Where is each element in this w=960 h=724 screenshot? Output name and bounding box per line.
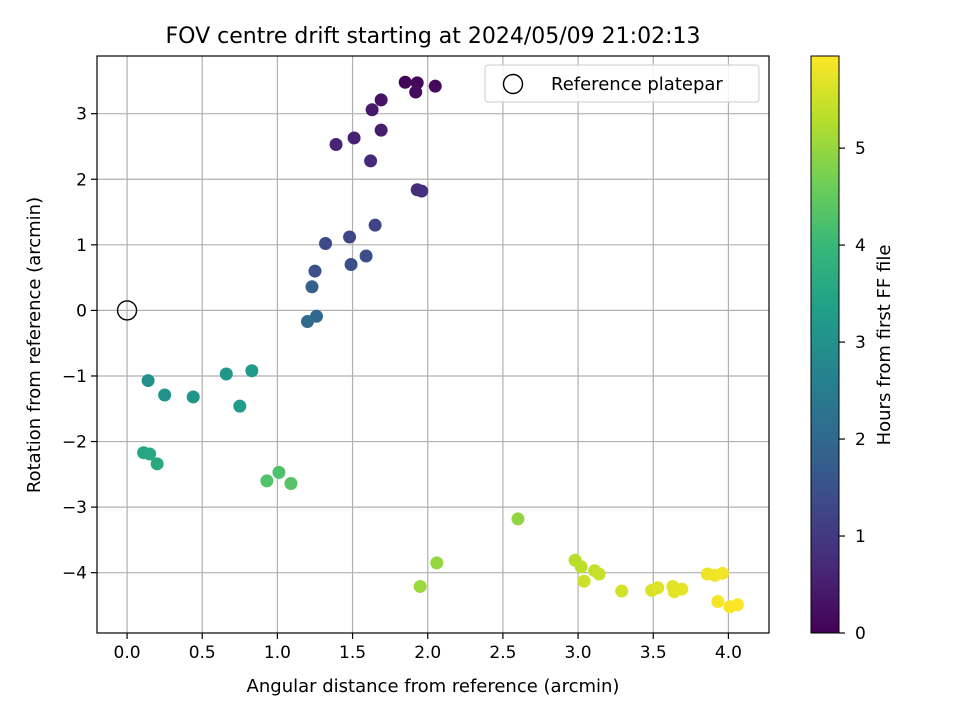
data-point [359, 249, 373, 263]
x-tick-label: 0.0 [114, 643, 141, 663]
colorbar-tick-label: 2 [855, 430, 866, 450]
data-point [344, 258, 358, 272]
colorbar-tick-label: 3 [855, 333, 866, 353]
x-tick-label: 4.0 [715, 643, 742, 663]
data-point [409, 85, 423, 99]
data-point [615, 584, 629, 598]
data-point [430, 556, 444, 570]
x-tick-label: 0.5 [189, 643, 216, 663]
colorbar-tick-label: 1 [855, 527, 866, 547]
data-point [413, 579, 427, 593]
grid-lines [97, 56, 769, 633]
data-point [150, 457, 164, 471]
x-tick-label: 3.5 [640, 643, 667, 663]
y-tick-label: −3 [62, 498, 87, 518]
colorbar-label: Hours from first FF file [874, 245, 895, 446]
data-point [158, 388, 172, 402]
legend-marker-open-circle [502, 73, 524, 95]
colorbar-tick-label: 4 [855, 236, 866, 256]
data-point [260, 474, 274, 488]
data-points [137, 75, 744, 614]
chart-title: FOV centre drift starting at 2024/05/09 … [166, 24, 701, 49]
data-point [300, 315, 314, 329]
y-tick-label: 1 [76, 236, 87, 256]
data-point [428, 79, 442, 93]
colorbar-tick-label: 5 [855, 139, 866, 159]
data-point [577, 574, 591, 588]
data-point [374, 93, 388, 107]
reference-point [116, 300, 138, 321]
data-point [284, 477, 298, 491]
colorbar: 0 1 2 3 4 5 Hours from first FF file [810, 55, 895, 644]
plot-area-frame [96, 55, 770, 634]
x-tick-label: 1.0 [264, 643, 291, 663]
data-point [415, 184, 429, 198]
data-point [308, 264, 322, 278]
legend-entry-reference: Reference platepar [551, 74, 723, 95]
data-point [374, 123, 388, 137]
data-point [368, 218, 382, 232]
y-tick-label: 3 [76, 105, 87, 125]
colorbar-gradient [810, 55, 840, 634]
data-point [715, 566, 729, 580]
data-point [319, 237, 333, 251]
data-point [143, 447, 157, 461]
data-point [343, 230, 357, 244]
y-tick-label: 0 [76, 301, 87, 321]
data-point [245, 364, 259, 378]
data-point [511, 512, 525, 526]
x-axis-label: Angular distance from reference (arcmin) [247, 676, 620, 697]
x-tick-label: 3.0 [565, 643, 592, 663]
y-tick-label: −2 [62, 433, 87, 453]
data-point [233, 399, 247, 413]
x-tick-label: 2.5 [489, 643, 516, 663]
data-point [675, 582, 689, 596]
data-point [347, 131, 361, 145]
data-point [141, 374, 155, 388]
y-tick-label: −4 [62, 564, 87, 584]
colorbar-tick-label: 0 [855, 624, 866, 644]
data-point [305, 280, 319, 294]
data-point [730, 598, 744, 612]
data-point [272, 465, 286, 479]
data-point [711, 595, 725, 609]
y-axis-ticks: −4 −3 −2 −1 0 1 2 3 [62, 105, 97, 584]
y-tick-label: 2 [76, 170, 87, 190]
data-point [398, 75, 412, 89]
data-point [364, 154, 378, 168]
y-axis-label: Rotation from reference (arcmin) [24, 197, 45, 493]
x-tick-label: 2.0 [414, 643, 441, 663]
data-point [365, 103, 379, 117]
colorbar-ticks: 0 1 2 3 4 5 [839, 139, 866, 644]
x-tick-label: 1.5 [339, 643, 366, 663]
data-point [574, 560, 588, 574]
data-point [186, 390, 200, 404]
y-tick-label: −1 [62, 367, 87, 387]
data-point [219, 367, 233, 381]
data-point [329, 138, 343, 152]
data-point [651, 581, 665, 595]
x-axis-ticks: 0.0 0.5 1.0 1.5 2.0 2.5 3.0 3.5 4.0 [114, 633, 742, 663]
data-point [592, 567, 606, 581]
reference-platepar-marker [116, 300, 138, 321]
legend: Reference platepar [484, 64, 760, 103]
legend-box [484, 64, 760, 103]
